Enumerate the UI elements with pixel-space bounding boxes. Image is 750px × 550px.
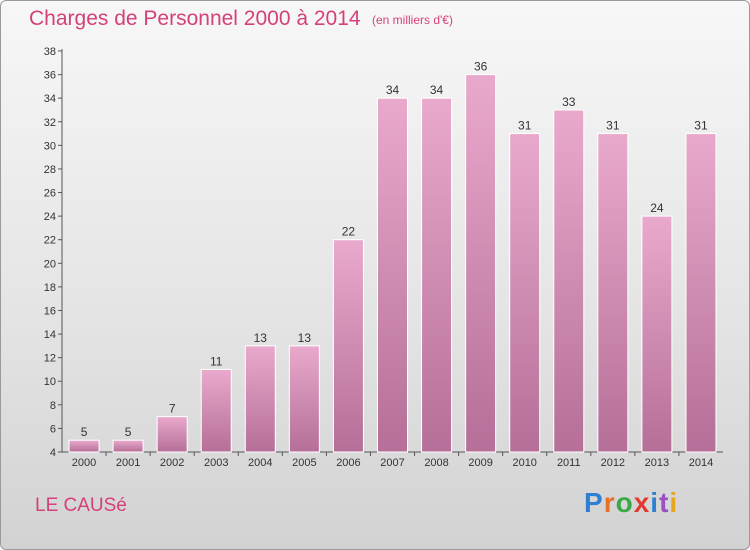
y-tick-label: 26 — [44, 188, 56, 200]
bar — [68, 439, 100, 453]
x-tick-label: 2007 — [380, 457, 404, 469]
bar — [421, 97, 453, 453]
chart-title: Charges de Personnel 2000 à 2014 — [29, 7, 361, 30]
data-label: 5 — [81, 425, 88, 439]
x-tick-label: 2004 — [248, 457, 272, 469]
y-tick-label: 18 — [44, 282, 56, 294]
bar — [641, 215, 673, 453]
y-tick-label: 30 — [44, 140, 56, 152]
bar — [685, 133, 717, 453]
logo-letter: i — [650, 487, 660, 518]
bar — [112, 439, 144, 453]
data-label: 34 — [386, 83, 400, 97]
bar — [553, 109, 585, 453]
y-tick-label: 24 — [44, 211, 56, 223]
y-tick-label: 38 — [44, 46, 56, 58]
bar — [244, 345, 276, 453]
proxiti-logo: Proxiti — [584, 487, 678, 519]
x-tick-label: 2009 — [468, 457, 492, 469]
x-tick-label: 2005 — [292, 457, 316, 469]
logo-letter: o — [615, 487, 634, 518]
bar — [465, 74, 497, 453]
chart-bars — [68, 74, 717, 453]
y-tick-label: 6 — [50, 423, 56, 435]
x-tick-label: 2000 — [72, 457, 96, 469]
logo-letter: P — [584, 487, 604, 518]
x-tick-label: 2002 — [160, 457, 184, 469]
x-tick-label: 2011 — [557, 457, 581, 469]
chart-data-labels: 5 5 7 11 13 13 22 34 34 36 31 33 31 24 31 — [81, 60, 708, 440]
data-label: 5 — [125, 425, 132, 439]
data-label: 33 — [562, 95, 576, 109]
bar — [156, 416, 188, 453]
x-tick-label: 2013 — [645, 457, 669, 469]
y-tick-label: 36 — [44, 70, 56, 82]
y-tick-label: 34 — [44, 93, 56, 105]
y-tick-label: 10 — [44, 376, 56, 388]
x-tick-label: 2006 — [336, 457, 360, 469]
y-tick-label: 4 — [50, 447, 56, 459]
data-label: 11 — [210, 354, 223, 368]
data-label: 31 — [694, 119, 708, 133]
data-label: 31 — [518, 119, 532, 133]
bar — [332, 239, 364, 453]
logo-letter: i — [669, 487, 679, 518]
y-tick-label: 32 — [44, 117, 56, 129]
x-tick-label: 2010 — [512, 457, 536, 469]
x-tick-label: 2003 — [204, 457, 228, 469]
x-tick-label: 2001 — [116, 457, 140, 469]
bar — [597, 133, 629, 453]
data-label: 7 — [169, 402, 176, 416]
y-tick-label: 8 — [50, 400, 56, 412]
x-tick-label: 2014 — [689, 457, 713, 469]
x-tick-label: 2008 — [424, 457, 448, 469]
data-label: 13 — [254, 331, 268, 345]
logo-letter: x — [633, 487, 651, 518]
data-label: 36 — [474, 60, 488, 74]
data-label: 13 — [298, 331, 312, 345]
chart-subtitle: (en milliers d'€) — [372, 13, 453, 27]
bar — [377, 97, 408, 453]
bar — [509, 133, 541, 453]
logo-letter: r — [603, 487, 616, 518]
data-label: 22 — [342, 225, 356, 239]
commune-name: LE CAUSé — [35, 495, 127, 516]
y-tick-label: 12 — [44, 353, 56, 365]
x-tick-label: 2012 — [601, 457, 625, 469]
data-label: 31 — [606, 119, 620, 133]
data-label: 34 — [430, 83, 444, 97]
data-label: 24 — [650, 201, 664, 215]
y-tick-label: 16 — [44, 305, 56, 317]
y-tick-label: 28 — [44, 164, 56, 176]
logo-letter: t — [659, 487, 670, 518]
bar — [200, 368, 232, 453]
bar — [288, 345, 320, 453]
y-tick-label: 14 — [44, 329, 56, 341]
y-tick-label: 22 — [44, 235, 56, 247]
y-tick-label: 20 — [44, 258, 56, 270]
